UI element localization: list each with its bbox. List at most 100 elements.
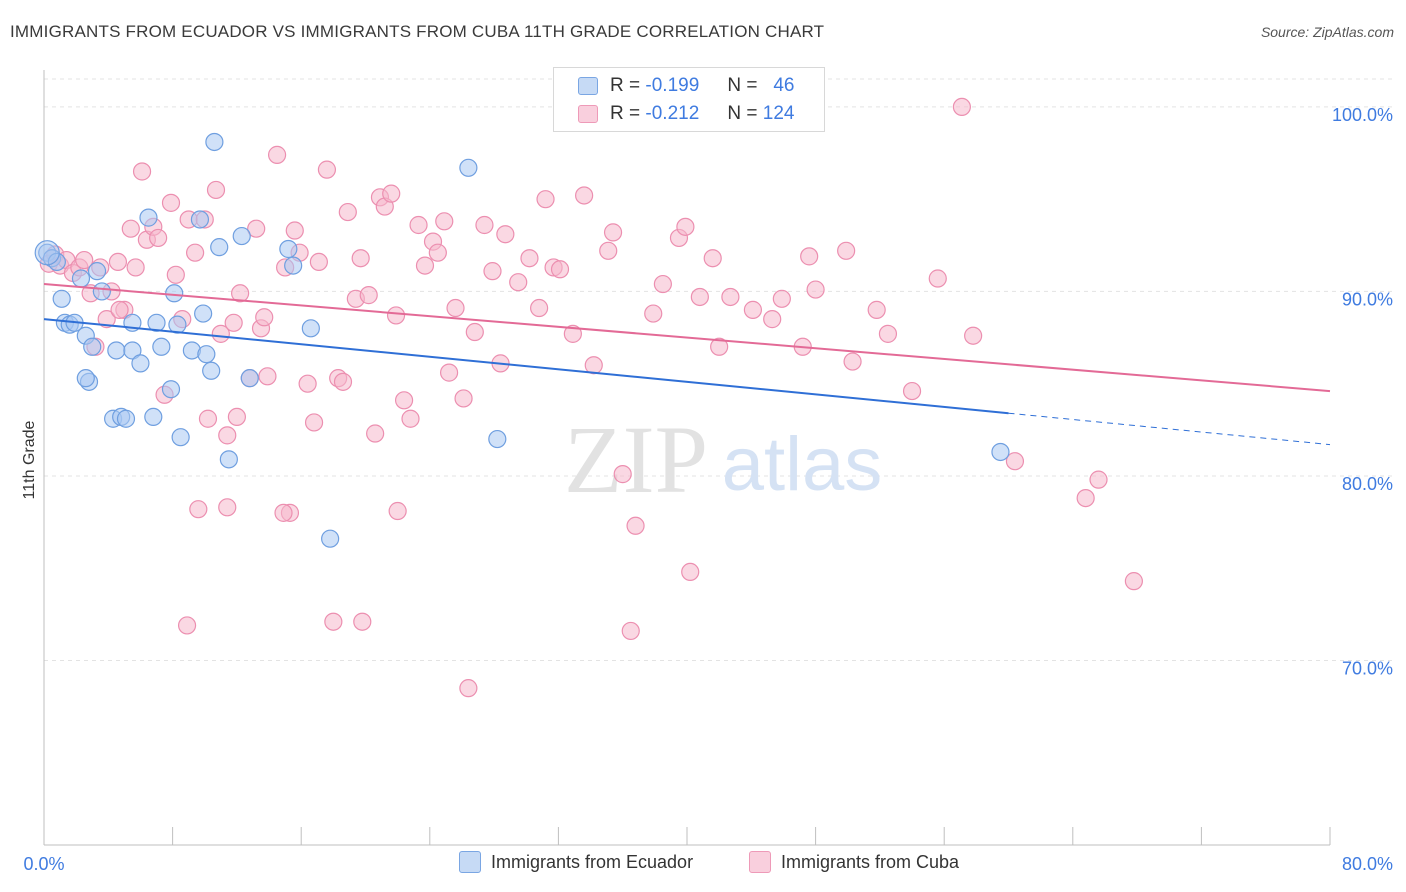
- cuba-point: [710, 337, 729, 356]
- cuba-trend-line: [43, 283, 1331, 393]
- ecuador-point: [219, 450, 238, 469]
- cuba-point: [428, 243, 447, 262]
- ecuador-n-label: N =: [727, 75, 758, 96]
- cuba-point: [366, 424, 385, 443]
- cuba-point: [496, 225, 515, 244]
- cuba-point: [189, 500, 208, 519]
- cuba-point: [626, 516, 645, 535]
- cuba-point: [386, 306, 406, 325]
- ecuador-point: [171, 428, 190, 447]
- cuba-point: [258, 367, 277, 386]
- cuba-point: [843, 352, 862, 371]
- cuba-point: [149, 228, 168, 248]
- cuba-point: [274, 503, 293, 522]
- ecuador-point: [147, 313, 166, 332]
- cuba-point: [166, 265, 185, 284]
- cuba-point: [177, 616, 197, 635]
- cuba-point: [806, 280, 825, 299]
- cuba-point: [1124, 572, 1143, 591]
- cuba-point: [837, 241, 856, 260]
- cuba-point: [772, 289, 791, 308]
- ecuador-n-value: 46: [773, 75, 795, 96]
- cuba-point: [465, 322, 484, 342]
- cuba-point: [317, 160, 337, 179]
- ecuador-r-value: -0.199: [645, 75, 700, 96]
- bottom-ecuador-label: Immigrants from Ecuador: [491, 851, 694, 872]
- ecuador-point: [139, 208, 158, 227]
- tick-labels: 70.0% 80.0% 90.0% 100.0% 0.0% 80.0%: [23, 105, 1393, 874]
- ecuador-r-label: R =: [610, 75, 641, 96]
- cuba-point: [110, 300, 129, 319]
- ecuador-swatch: [578, 77, 598, 95]
- cuba-point: [338, 202, 357, 222]
- cuba-point: [475, 215, 494, 235]
- x-tick-label: 80.0%: [1342, 854, 1393, 874]
- cuba-n-label: N =: [727, 103, 758, 124]
- cuba-point: [1005, 452, 1025, 471]
- cuba-points: [39, 97, 1143, 698]
- ecuador-point: [83, 337, 102, 356]
- ecuador-point: [284, 256, 303, 275]
- ecuador-point: [47, 252, 66, 272]
- cuba-point: [520, 249, 539, 268]
- ecuador-point: [279, 239, 298, 259]
- cuba-point: [454, 389, 473, 408]
- ecuador-point: [301, 319, 320, 338]
- ecuador-point: [161, 380, 181, 399]
- cuba-point: [928, 269, 947, 288]
- cuba-point: [563, 324, 582, 343]
- cuba-point: [653, 274, 672, 294]
- cuba-point: [255, 308, 274, 327]
- x-tick-label: 0.0%: [23, 854, 64, 874]
- stats-legend: R = -0.199 N = 46 R = -0.212 N = 124: [553, 67, 825, 132]
- cuba-point: [333, 372, 353, 391]
- cuba-point: [353, 612, 372, 631]
- ecuador-point: [34, 240, 60, 266]
- ecuador-point: [205, 132, 224, 152]
- ecuador-point: [202, 361, 221, 380]
- ecuador-point: [321, 529, 340, 548]
- cuba-point: [97, 310, 116, 329]
- cuba-point: [186, 243, 205, 262]
- cuba-point: [231, 284, 250, 303]
- cuba-point: [218, 498, 237, 517]
- cuba-point: [409, 215, 428, 235]
- source-label: Source: ZipAtlas.com: [1260, 24, 1394, 40]
- cuba-point: [351, 249, 370, 268]
- cuba-n-value: 124: [762, 103, 795, 124]
- ecuador-point: [168, 315, 187, 334]
- cuba-point: [721, 287, 740, 307]
- cuba-point: [621, 621, 640, 641]
- cuba-point: [550, 260, 570, 279]
- cuba-point: [388, 501, 407, 521]
- cuba-point: [132, 162, 152, 181]
- ecuador-trend-line: [43, 318, 1009, 415]
- cuba-point: [800, 247, 819, 266]
- cuba-point: [108, 252, 128, 272]
- cuba-point: [324, 612, 343, 631]
- cuba-point: [415, 256, 435, 275]
- ecuador-point: [92, 282, 111, 301]
- ecuador-point: [459, 158, 478, 177]
- cuba-point: [285, 221, 304, 240]
- cuba-point: [690, 287, 709, 307]
- cuba-point: [703, 249, 722, 268]
- bottom-ecuador-swatch: [459, 851, 481, 873]
- cuba-point: [483, 262, 502, 281]
- cuba-r-label: R =: [610, 103, 641, 124]
- cuba-point: [530, 298, 549, 318]
- cuba-point: [439, 363, 459, 382]
- ecuador-point: [107, 341, 126, 360]
- ecuador-point: [144, 407, 163, 427]
- ecuador-points: [34, 132, 1010, 548]
- ecuador-point: [194, 304, 213, 323]
- cuba-point: [536, 190, 555, 209]
- cuba-swatch: [578, 105, 598, 123]
- ecuador-point: [488, 429, 507, 449]
- ecuador-point: [71, 269, 91, 288]
- cuba-point: [227, 407, 246, 427]
- cuba-point: [446, 298, 465, 318]
- ecuador-point: [87, 262, 107, 281]
- cuba-point: [161, 193, 181, 212]
